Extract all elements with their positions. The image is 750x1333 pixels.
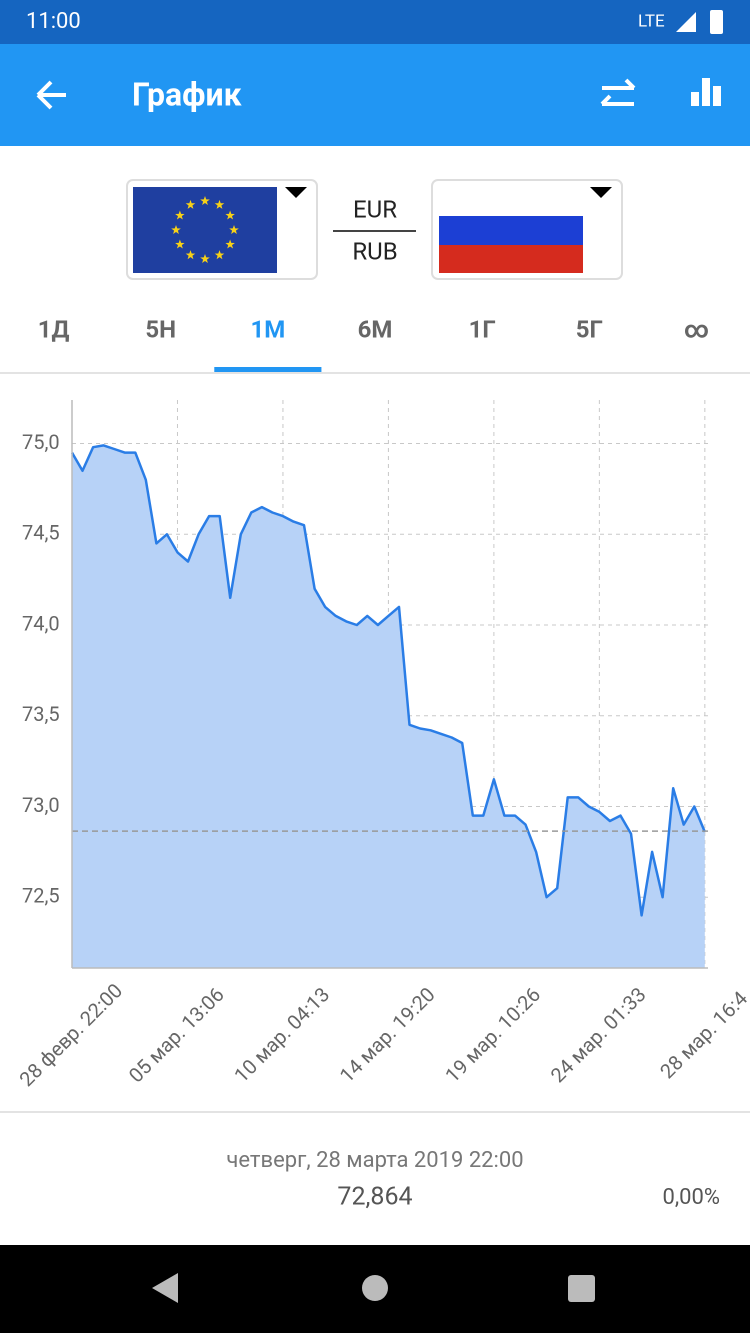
x-tick-label: 19 мар. 10:26 <box>440 982 545 1087</box>
x-tick-label: 10 мар. 04:13 <box>229 982 334 1087</box>
x-tick-label: 24 мар. 01:33 <box>546 982 651 1087</box>
tab[interactable]: 6М <box>358 315 393 343</box>
area <box>72 445 705 968</box>
battery-icon <box>710 10 723 34</box>
back-button[interactable] <box>36 80 66 110</box>
star <box>214 199 225 209</box>
signal-icon <box>676 12 696 32</box>
star <box>229 225 239 234</box>
footer-change: 0,00% <box>662 1185 720 1210</box>
tab[interactable]: 1М <box>214 315 322 372</box>
app-title: График <box>132 75 243 113</box>
tab-label: 5Г <box>576 315 603 343</box>
tab[interactable]: 1Г <box>469 315 496 343</box>
y-tick-label: 75,0 <box>22 430 60 454</box>
status-bar <box>0 0 750 44</box>
star <box>175 239 185 249</box>
clock: 11:00 <box>26 9 81 34</box>
star <box>185 199 196 209</box>
nav-back[interactable] <box>152 1273 178 1303</box>
tab-label: 1Д <box>38 315 70 343</box>
tab[interactable]: 5Н <box>145 315 176 343</box>
tab[interactable]: 5Г <box>576 315 603 343</box>
y-tick-label: 74,0 <box>22 611 60 635</box>
tab-label: 6М <box>358 315 393 343</box>
star <box>175 210 185 220</box>
quote-currency: RUB <box>352 237 397 265</box>
star <box>171 225 181 234</box>
y-tick-label: 73,5 <box>22 702 60 726</box>
y-tick-label: 73,0 <box>22 793 60 817</box>
star <box>225 210 235 220</box>
network: LTE <box>638 11 665 31</box>
star <box>200 196 210 205</box>
star <box>185 250 196 260</box>
base-currency: EUR <box>353 195 397 223</box>
star <box>214 250 225 260</box>
x-tick-label: 28 февр. 22:00 <box>14 978 127 1091</box>
tab-label: ∞ <box>684 315 709 343</box>
y-tick-label: 72,5 <box>22 884 60 908</box>
swap-button[interactable] <box>600 78 636 106</box>
base-currency-selector[interactable] <box>126 179 318 280</box>
tab-label: 1М <box>250 315 285 343</box>
star <box>200 254 210 263</box>
y-tick-label: 74,5 <box>22 521 60 545</box>
nav-recents[interactable] <box>568 1275 595 1302</box>
app-bar <box>0 44 750 146</box>
quote-currency-selector[interactable] <box>431 179 623 280</box>
tab-label: 1Г <box>469 315 496 343</box>
x-tick-label: 05 мар. 13:06 <box>124 982 229 1087</box>
tab-indicator <box>214 367 322 372</box>
line <box>70 444 706 917</box>
footer-date: четверг, 28 марта 2019 22:00 <box>226 1148 523 1173</box>
tab[interactable]: ∞ <box>684 315 709 343</box>
x-tick-label: 14 мар. 19:20 <box>335 982 440 1087</box>
nav-home[interactable] <box>362 1275 388 1301</box>
footer-value: 72,864 <box>337 1183 412 1212</box>
x-tick-label: 28 мар. 16:4 <box>655 986 750 1083</box>
star <box>225 239 235 249</box>
tab[interactable]: 1Д <box>38 315 70 343</box>
tab-label: 5Н <box>145 315 176 343</box>
chart-button[interactable] <box>691 78 721 106</box>
